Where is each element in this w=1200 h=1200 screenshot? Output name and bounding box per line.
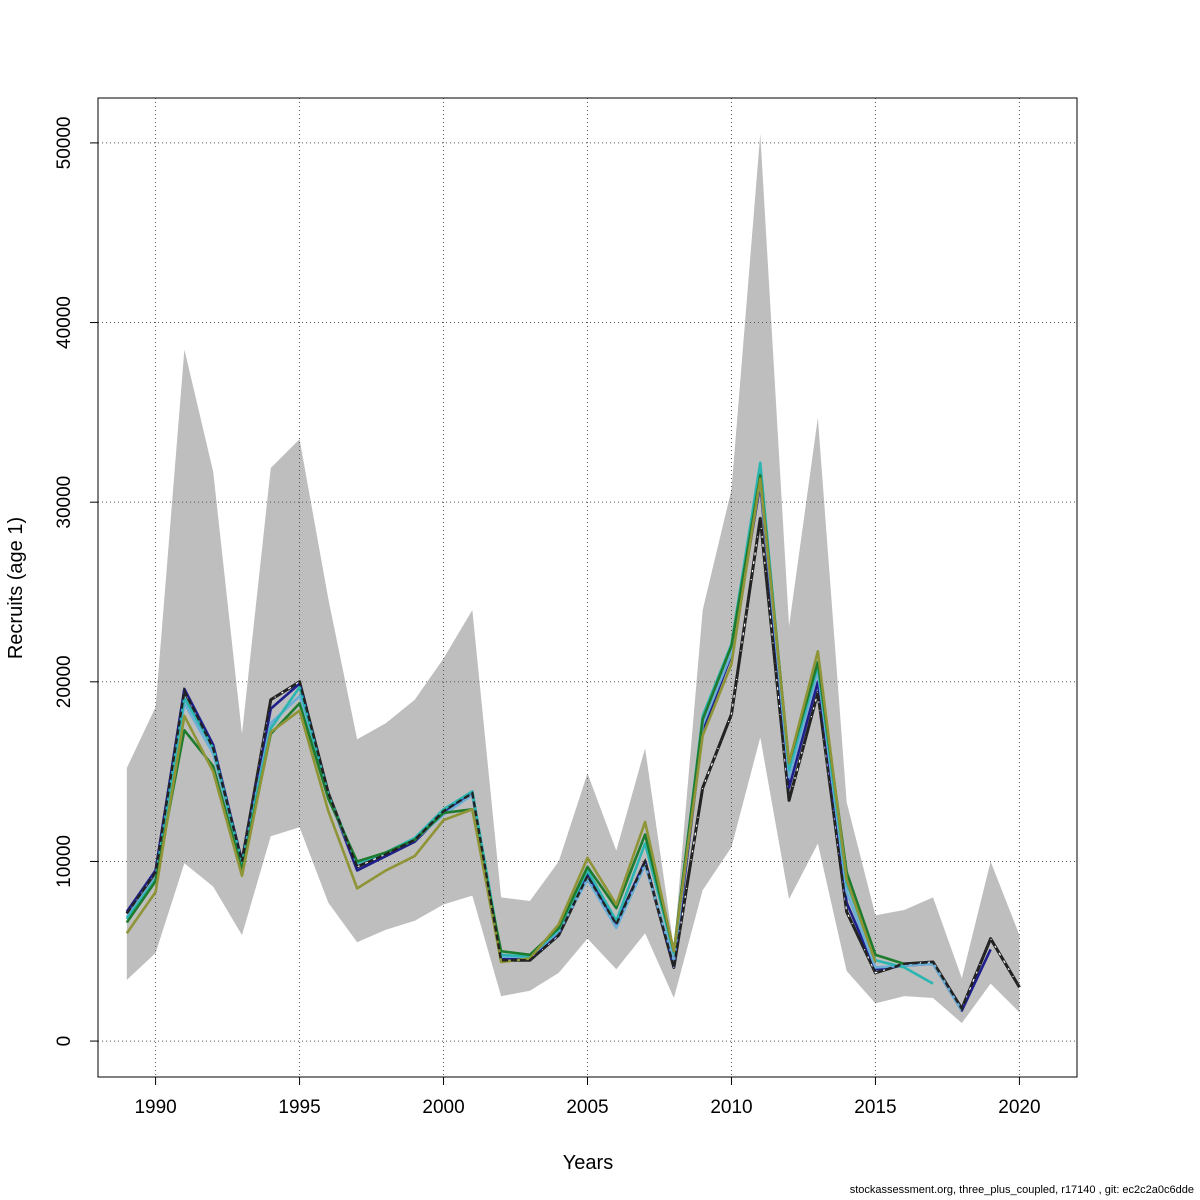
x-tick-label: 2020 bbox=[998, 1097, 1040, 1118]
y-axis: 0 10000 20000 30000 40000 50000 bbox=[54, 116, 98, 1046]
series-line bbox=[125, 477, 877, 964]
series-line-overlay bbox=[125, 518, 1021, 1012]
y-axis-title: Recruits (age 1) bbox=[5, 517, 27, 659]
x-tick-label: 2015 bbox=[854, 1097, 896, 1118]
y-tick-label: 0 bbox=[54, 1036, 75, 1047]
y-tick-label: 30000 bbox=[54, 476, 75, 529]
x-tick-label: 1990 bbox=[134, 1097, 176, 1118]
footer-credit: stockassessment.org, three_plus_coupled,… bbox=[849, 1184, 1194, 1196]
confidence-band-layer bbox=[126, 133, 1020, 1024]
x-tick-label: 2010 bbox=[710, 1097, 752, 1118]
series-line-dash bbox=[126, 518, 1020, 1011]
y-tick-label: 10000 bbox=[54, 835, 75, 888]
x-tick-label: 2005 bbox=[566, 1097, 608, 1118]
y-tick-label: 20000 bbox=[54, 655, 75, 708]
x-axis-title: Years bbox=[563, 1152, 613, 1174]
y-tick-label: 50000 bbox=[54, 116, 75, 169]
x-tick-label: 1995 bbox=[278, 1097, 320, 1118]
confidence-band bbox=[126, 133, 1020, 1024]
x-tick-label: 2000 bbox=[422, 1097, 464, 1118]
x-axis: 1990 1995 2000 2005 2010 2015 2020 bbox=[134, 1077, 1041, 1118]
y-tick-label: 40000 bbox=[54, 296, 75, 349]
series-layer bbox=[125, 461, 1021, 1012]
